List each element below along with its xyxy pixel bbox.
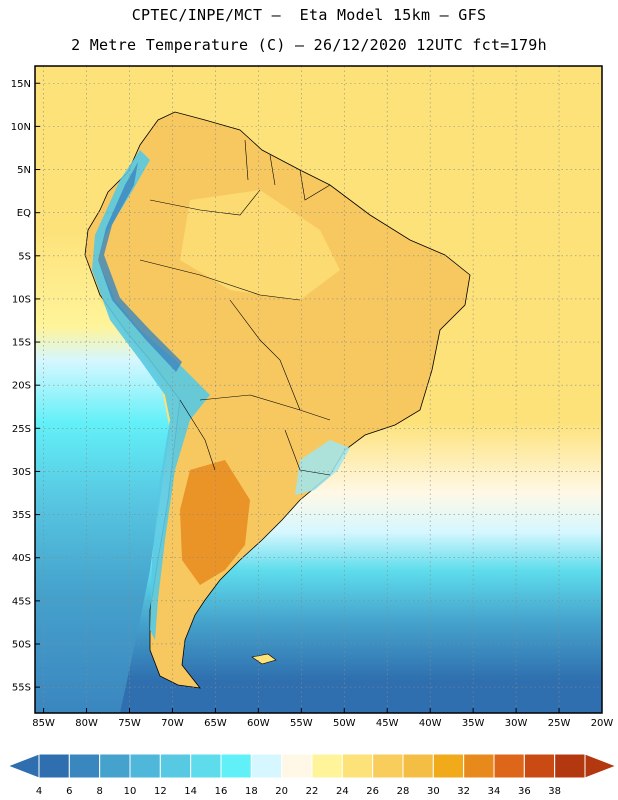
colorbar-label: 10	[124, 786, 137, 797]
lat-tick-label: 55S	[12, 683, 31, 694]
colorbar: 4 6 8 10 12 14 16 18 20 22 24 26 28 30 32 34 36 38	[6, 753, 618, 797]
colorbar-label: 6	[66, 786, 72, 797]
colorbar-swatch	[190, 753, 222, 779]
patagonia-warm	[180, 460, 250, 585]
lat-tick-label: 10S	[12, 294, 31, 305]
colorbar-swatch	[281, 753, 313, 779]
colorbar-label: 34	[488, 786, 501, 797]
latitude-tick-labels: 15N 10N 5N EQ 5S 10S 15S 20S 25S 30S 35S 40S 45S 50S 5…	[11, 79, 40, 694]
colorbar-label: 14	[184, 786, 197, 797]
lat-tick-label: 30S	[12, 467, 31, 478]
colorbar-label: 16	[215, 786, 228, 797]
lat-tick-label: 10N	[11, 122, 31, 133]
colorbar-swatch	[250, 753, 283, 779]
colorbar-label: 28	[397, 786, 410, 797]
falkland-islands	[251, 653, 277, 665]
colorbar-swatch	[493, 753, 525, 779]
colorbar-swatch	[554, 753, 586, 779]
lon-tick-label: 30W	[505, 718, 528, 729]
lon-tick-label: 75W	[118, 718, 141, 729]
colorbar-high-arrow	[584, 753, 618, 779]
lat-tick-label: EQ	[17, 208, 31, 219]
colorbar-swatch	[372, 753, 404, 779]
colorbar-label: 12	[154, 786, 167, 797]
colorbar-swatch	[99, 753, 131, 779]
south-brazil-cool	[295, 440, 350, 495]
title-line-2: 2 Metre Temperature (C) – 26/12/2020 12U…	[71, 36, 547, 54]
lat-tick-label: 20S	[12, 381, 31, 392]
colorbar-swatch	[68, 753, 101, 779]
lon-tick-label: 50W	[333, 718, 356, 729]
andes-core	[98, 162, 182, 372]
colorbar-label: 30	[427, 786, 440, 797]
lon-tick-label: 20W	[591, 718, 614, 729]
lat-tick-label: 5S	[18, 251, 31, 262]
amazon-light	[180, 190, 340, 300]
lat-tick-label: 45S	[12, 596, 31, 607]
lon-tick-label: 60W	[247, 718, 270, 729]
colorbar-label: 8	[96, 786, 102, 797]
lon-tick-label: 65W	[204, 718, 227, 729]
lat-tick-label: 5N	[17, 165, 31, 176]
colorbar-swatch	[432, 753, 465, 779]
colorbar-label: 32	[457, 786, 470, 797]
colorbar-swatch	[341, 753, 374, 779]
lon-tick-label: 80W	[75, 718, 98, 729]
map-frame	[34, 65, 603, 714]
colorbar-swatch	[129, 753, 161, 779]
title-line-1: CPTEC/INPE/MCT – Eta Model 15km – GFS	[131, 6, 487, 24]
lon-tick-label: 85W	[32, 718, 55, 729]
lat-tick-label: 25S	[12, 424, 31, 435]
lat-tick-label: 15S	[12, 338, 31, 349]
lon-tick-label: 40W	[419, 718, 442, 729]
longitude-tick-labels: 85W 80W 75W 70W 65W 60W 55W 50W 45W 40W 35W 30W 25W 2…	[32, 708, 613, 729]
colorbar-label: 18	[245, 786, 258, 797]
lat-tick-label: 40S	[12, 553, 31, 564]
colorbar-label: 20	[275, 786, 288, 797]
colorbar-swatch	[220, 753, 252, 779]
colorbar-label: 38	[548, 786, 561, 797]
lon-tick-label: 45W	[376, 718, 399, 729]
lon-tick-label: 35W	[462, 718, 485, 729]
colorbar-label: 22	[306, 786, 319, 797]
lat-tick-label: 50S	[12, 639, 31, 650]
gridlines	[35, 66, 602, 713]
colorbar-swatch	[402, 753, 434, 779]
map-area	[35, 66, 602, 713]
lon-tick-label: 25W	[548, 718, 571, 729]
colorbar-label: 24	[336, 786, 349, 797]
lon-tick-label: 70W	[161, 718, 184, 729]
country-borders	[139, 139, 331, 476]
colorbar-swatch	[463, 753, 495, 779]
colorbar-label: 4	[36, 786, 42, 797]
colorbar-swatch	[311, 753, 343, 779]
lat-tick-label: 35S	[12, 510, 31, 521]
lon-tick-label: 55W	[290, 718, 313, 729]
lat-tick-label: 15N	[11, 79, 31, 90]
colorbar-swatch	[159, 753, 192, 779]
colorbar-swatch	[523, 753, 556, 779]
colorbar-label: 36	[518, 786, 531, 797]
colorbar-label: 26	[366, 786, 379, 797]
colorbar-swatch	[38, 753, 70, 779]
andes-band	[92, 150, 210, 640]
colorbar-low-arrow	[6, 753, 40, 779]
